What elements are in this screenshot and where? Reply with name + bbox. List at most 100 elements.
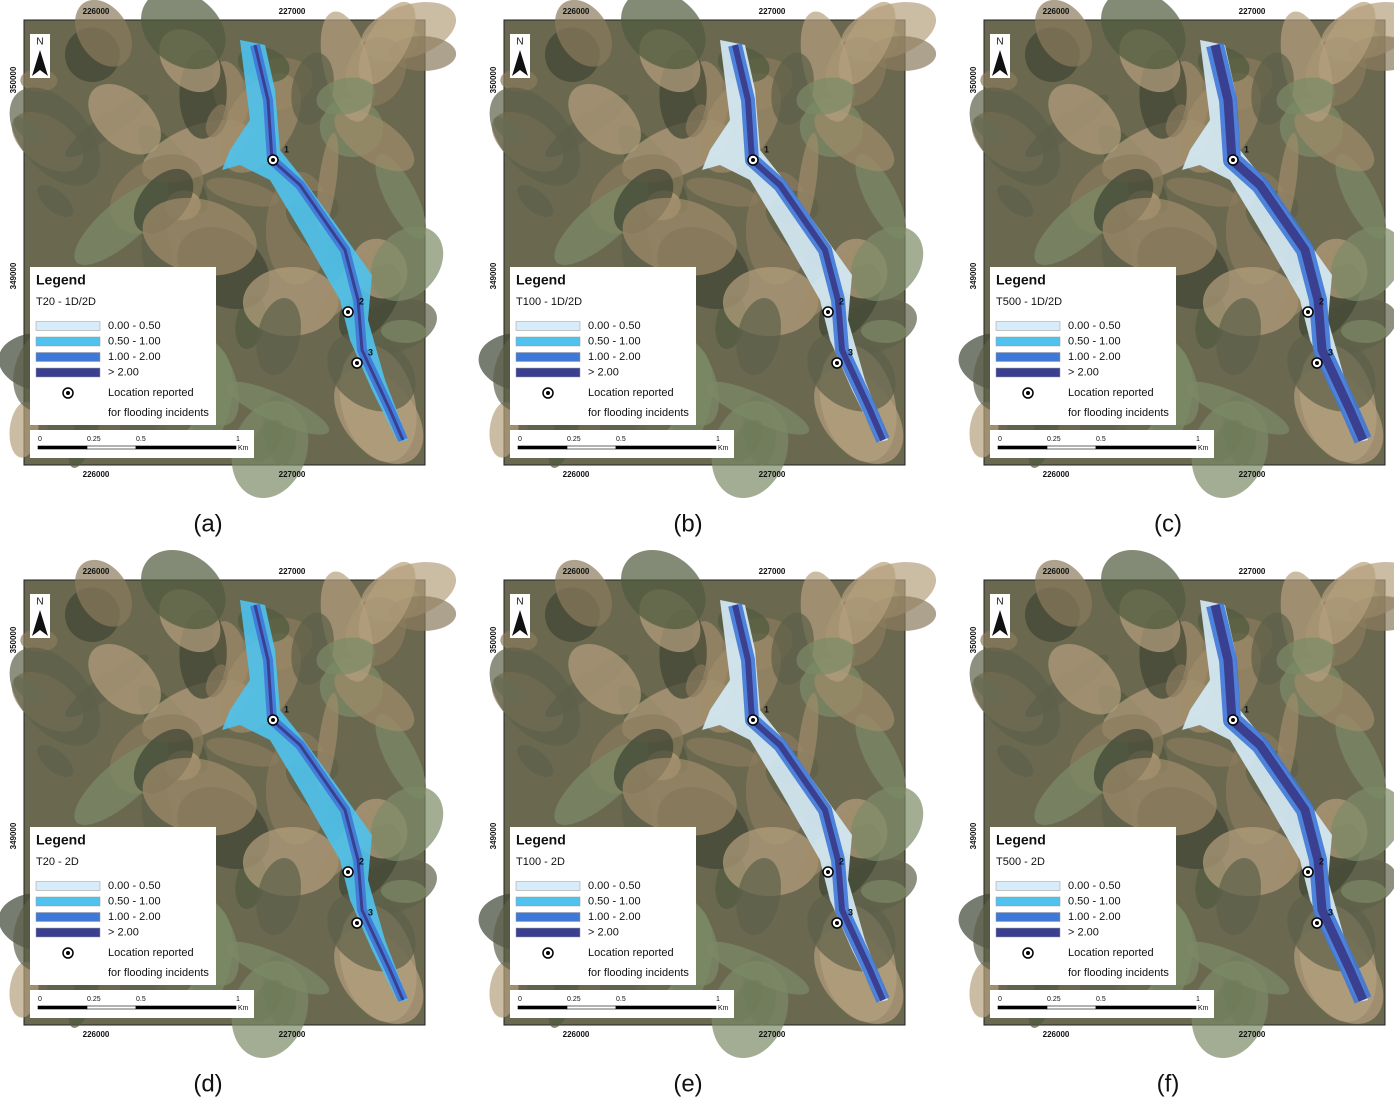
legend-title: Legend [996,272,1046,288]
scale-label: 1 [1196,436,1200,443]
grid-label-top: 226000 [1043,567,1070,576]
grid-label-left: 349000 [9,262,18,289]
legend-class: 0.50 - 1.00 [1068,895,1121,907]
scale-label: 1 [236,996,240,1003]
grid-label-bottom: 227000 [279,1030,306,1039]
legend-class: 0.00 - 0.50 [108,880,161,892]
panel-caption: (f) [1157,1070,1180,1097]
scale-segment [136,1006,236,1009]
legend-swatch [36,897,100,906]
legend-class: 0.00 - 0.50 [1068,320,1121,332]
site-dot [835,921,839,925]
legend-location: Location reported [108,387,194,399]
scale-label: 0.5 [1096,996,1106,1003]
site-label: 3 [848,347,853,357]
grid-label-left: 350000 [9,66,18,93]
grid-label-left: 349000 [969,822,978,849]
legend-location: for flooding incidents [1068,967,1169,979]
scale-label: 0.5 [136,436,146,443]
legend-swatch [36,928,100,937]
legend-title: Legend [996,832,1046,848]
scale-label: 0.5 [136,996,146,1003]
north-label: N [36,37,43,48]
map-panel: 226000226000227000227000350000349000N123… [472,534,944,1098]
site-label: 1 [284,144,289,154]
legend-site-dot [546,951,550,955]
scale-label: 0 [998,996,1002,1003]
scale-box [990,990,1214,1018]
north-label: N [996,597,1003,608]
grid-label-bottom: 226000 [83,470,110,479]
scale-segment [518,1006,567,1009]
north-label: N [996,37,1003,48]
scale-label: 0.5 [1096,436,1106,443]
legend-location: for flooding incidents [588,967,689,979]
legend-swatch [516,928,580,937]
legend-swatch [516,322,580,331]
legend-location: Location reported [1068,947,1154,959]
legend-swatch [996,368,1060,377]
grid-label-bottom: 226000 [563,470,590,479]
legend-class: 0.50 - 1.00 [108,335,161,347]
map-panel: 226000226000227000227000350000349000N123… [952,534,1394,1098]
legend-title: Legend [36,272,86,288]
grid-label-top: 227000 [1239,567,1266,576]
legend-location: for flooding incidents [108,967,209,979]
legend-class: > 2.00 [588,366,619,378]
map-panel: 226000226000227000227000350000349000N123… [952,0,1394,537]
legend-location: for flooding incidents [108,407,209,419]
legend-swatch [36,337,100,346]
legend-class: 1.00 - 2.00 [588,351,641,363]
legend-swatch [996,322,1060,331]
site-dot [346,310,350,314]
legend-class: > 2.00 [588,926,619,938]
legend-swatch [36,353,100,362]
legend-scenario: T100 - 1D/2D [516,296,582,308]
legend-class: 0.50 - 1.00 [108,895,161,907]
grid-label-left: 349000 [489,822,498,849]
grid-label-bottom: 227000 [759,470,786,479]
grid-label-top: 226000 [563,7,590,16]
grid-label-bottom: 226000 [563,1030,590,1039]
scale-segment [87,446,136,449]
legend-class: 1.00 - 2.00 [1068,911,1121,923]
scale-unit: Km [718,445,729,452]
site-dot [835,361,839,365]
scale-label: 0.25 [87,436,101,443]
grid-label-bottom: 226000 [1043,470,1070,479]
scale-label: 1 [236,436,240,443]
scale-segment [1047,1006,1096,1009]
legend-swatch [996,897,1060,906]
site-dot [355,921,359,925]
site-dot [826,310,830,314]
scale-segment [616,446,716,449]
legend-swatch [996,882,1060,891]
legend-class: 1.00 - 2.00 [108,351,161,363]
scale-label: 0.5 [616,996,626,1003]
site-dot [271,718,275,722]
scale-unit: Km [238,445,249,452]
legend-class: 1.00 - 2.00 [108,911,161,923]
scale-segment [1096,1006,1196,1009]
legend-scenario: T500 - 1D/2D [996,296,1062,308]
grid-label-left: 349000 [969,262,978,289]
legend-location: for flooding incidents [1068,407,1169,419]
grid-label-top: 227000 [1239,7,1266,16]
figure: 226000 226000 227000 227000 350000 349000 N 1 2 3… [0,0,1394,1104]
scale-box [510,990,734,1018]
site-label: 1 [1244,704,1249,714]
legend-location: Location reported [588,947,674,959]
site-dot [826,870,830,874]
panel-caption: (c) [1154,510,1182,537]
grid-label-left: 350000 [969,626,978,653]
legend-swatch [516,882,580,891]
scale-segment [998,1006,1047,1009]
scale-box [30,430,254,458]
grid-label-top: 227000 [759,7,786,16]
site-label: 2 [839,856,844,866]
scale-label: 0.25 [1047,996,1061,1003]
legend-swatch [36,882,100,891]
grid-label-bottom: 226000 [1043,1030,1070,1039]
grid-label-top: 226000 [83,7,110,16]
site-label: 3 [1328,347,1333,357]
